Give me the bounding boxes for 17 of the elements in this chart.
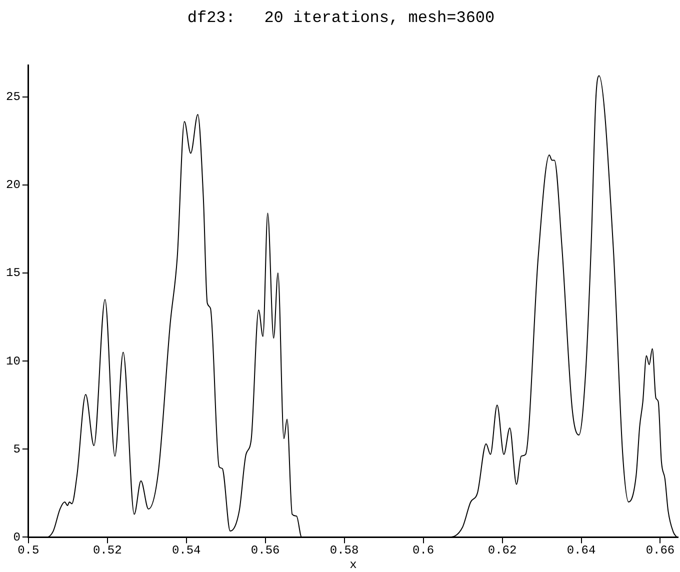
y-tick-label: 20: [6, 178, 20, 192]
y-tick-label: 15: [6, 266, 20, 280]
x-tick-label: 0.52: [92, 544, 122, 558]
y-tick-label: 5: [13, 442, 20, 456]
chart-title: df23: 20 iterations, mesh=3600: [187, 8, 495, 27]
y-tick-label: 0: [13, 530, 20, 544]
x-tick-label: 0.54: [172, 544, 201, 558]
x-tick-label: 0.56: [250, 544, 280, 558]
x-axis-title: x: [350, 558, 357, 572]
x-tick-label: 0.5: [18, 544, 40, 558]
x-tick-label: 0.66: [646, 544, 675, 558]
x-tick-label: 0.58: [330, 544, 359, 558]
x-tick-label: 0.6: [412, 544, 434, 558]
x-tick-label: 0.62: [488, 544, 517, 558]
x-tick-label: 0.64: [566, 544, 596, 558]
y-tick-label: 10: [6, 354, 20, 368]
y-tick-label: 25: [6, 90, 20, 104]
